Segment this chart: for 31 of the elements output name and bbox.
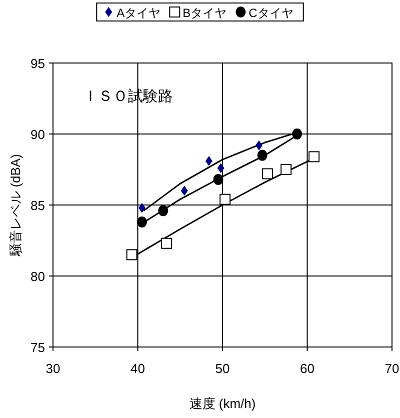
point [257, 150, 268, 161]
x-tick-label: 70 [384, 361, 400, 376]
point [308, 151, 320, 162]
y-tick-label: 90 [30, 127, 45, 142]
point [126, 249, 138, 260]
legend-label: Cタイヤ [248, 6, 294, 20]
point [255, 140, 262, 150]
x-tick-label: 50 [215, 361, 230, 376]
x-axis-title: 速度 (km/h) [189, 396, 256, 411]
point [262, 168, 273, 180]
x-tick-label: 30 [46, 361, 60, 376]
y-tick-label: 85 [30, 198, 45, 213]
point [220, 194, 231, 205]
x-tick-label: 40 [130, 361, 145, 376]
point [205, 156, 212, 166]
point [158, 205, 168, 216]
x-tick-label: 60 [300, 361, 314, 376]
point [180, 186, 188, 196]
point [213, 174, 224, 185]
y-tick-label: 95 [30, 56, 45, 71]
point [280, 164, 292, 175]
point [217, 163, 224, 174]
point [138, 202, 146, 213]
point [161, 238, 172, 249]
y-tick-label: 80 [30, 269, 45, 284]
point [292, 128, 302, 140]
y-axis-title: 騒音レベル (dBA) [8, 154, 23, 257]
legend-label: Bタイヤ [182, 6, 227, 20]
point [136, 216, 147, 228]
legend-label: Aタイヤ [116, 6, 161, 20]
y-tick-label: 75 [30, 340, 45, 355]
